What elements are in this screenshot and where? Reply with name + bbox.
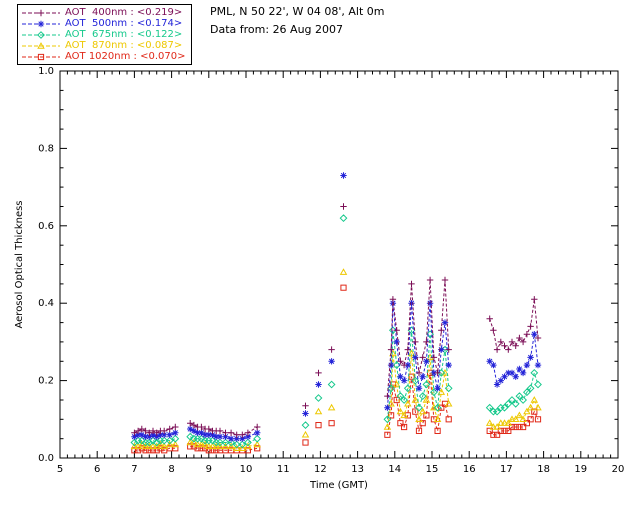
legend-line-sample xyxy=(22,41,60,49)
series-400nm-line xyxy=(386,279,450,397)
legend-line-sample xyxy=(22,9,60,16)
x-tick-label: 18 xyxy=(537,464,550,475)
data-from-line: Data from: 26 Aug 2007 xyxy=(210,23,344,36)
x-tick-label: 15 xyxy=(426,464,439,475)
x-tick-label: 10 xyxy=(240,464,253,475)
y-tick-label: 0.0 xyxy=(38,453,54,464)
series-870nm-markers xyxy=(130,268,542,451)
x-tick-label: 16 xyxy=(463,464,476,475)
legend-label: AOT 675nm : <0.122> xyxy=(65,29,183,40)
y-tick-label: 0.4 xyxy=(38,298,54,309)
station-line: PML, N 50 22', W 04 08', Alt 0m xyxy=(210,5,385,18)
legend-item-675nm: AOT 675nm : <0.122> xyxy=(21,29,185,40)
x-tick-label: 14 xyxy=(388,464,401,475)
x-tick-label: 12 xyxy=(314,464,327,475)
square-marker-icon xyxy=(37,53,45,60)
y-tick-label: 0.6 xyxy=(38,221,54,232)
y-tick-label: 0.2 xyxy=(38,376,54,387)
series-1020nm-markers xyxy=(131,284,542,454)
x-tick-label: 19 xyxy=(574,464,587,475)
legend-item-400nm: AOT 400nm : <0.219> xyxy=(21,7,185,18)
x-tick-label: 6 xyxy=(94,464,100,475)
series-675nm-line xyxy=(386,330,450,420)
series-400nm-line xyxy=(489,299,539,352)
legend-label: AOT 1020nm : <0.070> xyxy=(65,51,186,62)
x-tick-label: 9 xyxy=(206,464,212,475)
x-tick-label: 13 xyxy=(351,464,364,475)
x-tick-label: 11 xyxy=(277,464,290,475)
series-675nm-line xyxy=(134,438,176,444)
x-tick-label: 17 xyxy=(500,464,513,475)
x-tick-label: 20 xyxy=(612,464,625,475)
series-675nm-markers xyxy=(130,214,542,449)
x-tick-label: 7 xyxy=(131,464,137,475)
series-870nm-line xyxy=(489,398,539,428)
legend-label: AOT 400nm : <0.219> xyxy=(65,7,183,18)
legend-label: AOT 500nm : <0.174> xyxy=(65,18,183,29)
plot-frame xyxy=(59,70,619,459)
x-tick-label: 5 xyxy=(57,464,63,475)
legend-label: AOT 870nm : <0.087> xyxy=(65,40,183,51)
x-axis-label: Time (GMT) xyxy=(309,480,368,491)
legend-item-870nm: AOT 870nm : <0.087> xyxy=(21,40,185,51)
y-tick-label: 0.8 xyxy=(38,143,54,154)
series-400nm-line xyxy=(134,426,176,434)
legend-item-1020nm: AOT 1020nm : <0.070> xyxy=(21,51,185,62)
diamond-marker-icon xyxy=(37,30,45,39)
y-tick-label: 1.0 xyxy=(38,66,54,77)
y-axis-label: Aerosol Optical Thickness xyxy=(14,200,25,328)
series-870nm-line xyxy=(134,443,176,447)
legend-item-500nm: AOT 500nm : <0.174> xyxy=(21,18,185,29)
series-500nm-markers xyxy=(131,172,542,442)
series-400nm-markers xyxy=(131,203,542,438)
legend-line-sample xyxy=(22,53,60,60)
x-tick-label: 8 xyxy=(168,464,174,475)
triangle-marker-icon xyxy=(37,41,45,49)
plus-marker-icon xyxy=(37,9,45,16)
station-info: PML, N 50 22', W 04 08', Alt 0m Data fro… xyxy=(210,5,384,41)
asterisk-marker-icon xyxy=(37,20,45,27)
legend-line-sample xyxy=(22,20,60,27)
legend-box: AOT 400nm : <0.219> AOT 500nm : <0.174> AO… xyxy=(17,4,193,65)
legend-line-sample xyxy=(22,30,60,39)
